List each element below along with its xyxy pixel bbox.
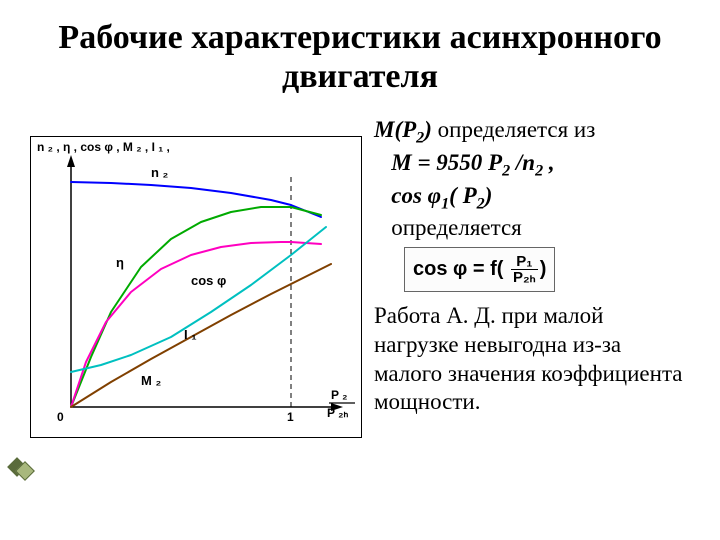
- formula-den: P₂ₕ: [511, 270, 538, 285]
- l4: определяется: [391, 215, 522, 240]
- svg-text:0: 0: [57, 410, 64, 424]
- l3c: ): [485, 183, 493, 208]
- l1p: ): [424, 117, 432, 142]
- svg-text:n ₂ , η , cos φ , M ₂ , I ₁ ,: n ₂ , η , cos φ , M ₂ , I ₁ ,: [37, 140, 170, 154]
- svg-text:I ₁: I ₁: [184, 327, 197, 342]
- l2m: /n: [510, 150, 535, 175]
- formula-fraction: P₁ P₂ₕ: [511, 254, 538, 285]
- svg-text:η: η: [116, 255, 124, 270]
- l2s1: 2: [502, 162, 510, 179]
- chart-box: 1 n ₂ η cos φ I ₁ M ₂ n ₂ , η , cos φ , M ₂ , …: [30, 136, 362, 438]
- svg-text:cos φ: cos φ: [191, 273, 226, 288]
- l2s2: 2: [535, 162, 543, 179]
- svg-text:1: 1: [287, 410, 294, 424]
- l3b: ( P: [449, 183, 476, 208]
- svg-text:P ₂ₕ: P ₂ₕ: [327, 406, 348, 420]
- paragraph-1: M(P2) определяется из M = 9550 P2 /n2 , …: [374, 116, 690, 292]
- slide-title: Рабочие характеристики асинхронного двиг…: [30, 18, 690, 96]
- text-panel: M(P2) определяется из M = 9550 P2 /n2 , …: [370, 116, 690, 536]
- paragraph-2: Работа А. Д. при малой нагрузке невыгодн…: [374, 302, 690, 417]
- l1s: 2: [416, 130, 424, 147]
- l3a: cos φ: [391, 183, 441, 208]
- corner-decor-icon: [10, 460, 28, 478]
- slide: Рабочие характеристики асинхронного двиг…: [0, 0, 720, 540]
- formula-num: P₁: [511, 254, 538, 270]
- svg-text:P ₂: P ₂: [331, 388, 347, 402]
- l3s2: 2: [477, 195, 485, 212]
- content-row: 1 n ₂ η cos φ I ₁ M ₂ n ₂ , η , cos φ , M ₂ , …: [30, 116, 690, 536]
- l1a: M(P: [374, 117, 416, 142]
- svg-text:M ₂: M ₂: [141, 373, 161, 388]
- chart-svg: 1 n ₂ η cos φ I ₁ M ₂ n ₂ , η , cos φ , M ₂ , …: [31, 137, 361, 437]
- chart-panel: 1 n ₂ η cos φ I ₁ M ₂ n ₂ , η , cos φ , M ₂ , …: [30, 116, 360, 536]
- formula-image: cos φ = f( P₁ P₂ₕ ): [404, 247, 555, 292]
- l1t: определяется из: [432, 117, 595, 142]
- l2t: ,: [543, 150, 555, 175]
- l3s: 1: [441, 195, 449, 212]
- l2a: M = 9550 P: [391, 150, 502, 175]
- formula-left: cos φ = f: [413, 258, 497, 280]
- svg-text:n ₂: n ₂: [151, 165, 169, 180]
